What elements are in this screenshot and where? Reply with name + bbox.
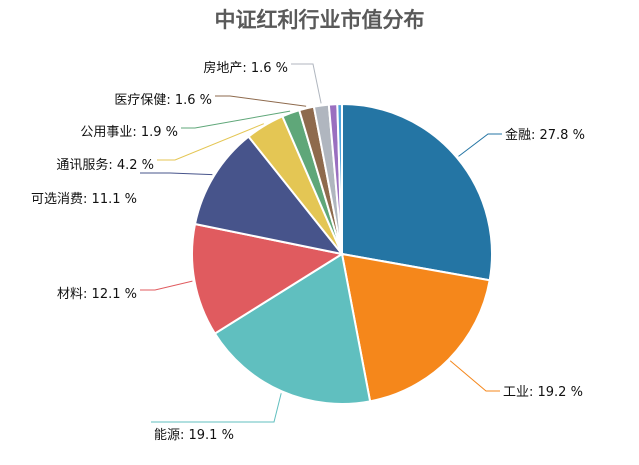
slice-label-5: 可选消费: 11.1 % (31, 192, 137, 207)
slice-label-6: 通讯服务: 4.2 % (56, 157, 154, 173)
leader-line-8 (215, 95, 307, 107)
pie-slice-4 (191, 222, 345, 335)
slice-label-8: 医疗保健: 1.6 % (114, 93, 212, 108)
leader-line-3 (151, 393, 282, 423)
leader-line-1 (458, 133, 502, 157)
pie-slices (191, 102, 493, 405)
leader-line-2 (449, 360, 500, 392)
slice-labels: 金融: 27.8 % 工业: 19.2 % 能源: 19.1 % 材料: 12.1 %… (31, 60, 585, 443)
leader-line-9 (291, 63, 322, 104)
leader-line-7 (181, 110, 291, 129)
pie-slice-2 (340, 252, 491, 403)
slice-label-1: 金融: 27.8 % (505, 127, 585, 143)
pie-slice-1 (341, 102, 493, 282)
leader-lines (140, 63, 502, 423)
slice-label-2: 工业: 19.2 % (503, 385, 583, 400)
slice-label-9: 房地产: 1.6 % (203, 60, 288, 76)
slice-label-7: 公用事业: 1.9 % (80, 125, 178, 140)
pie-slice-11 (336, 102, 343, 255)
slice-label-3: 能源: 19.1 % (154, 428, 234, 443)
pie-slice-3 (213, 252, 372, 405)
leader-line-5 (140, 172, 213, 176)
leader-line-4 (140, 280, 193, 291)
pie-slice-5 (193, 135, 345, 256)
chart-title: 中证红利行业市值分布 (214, 8, 425, 32)
leader-line-6 (157, 123, 264, 161)
slice-label-4: 材料: 12.1 % (57, 287, 137, 302)
